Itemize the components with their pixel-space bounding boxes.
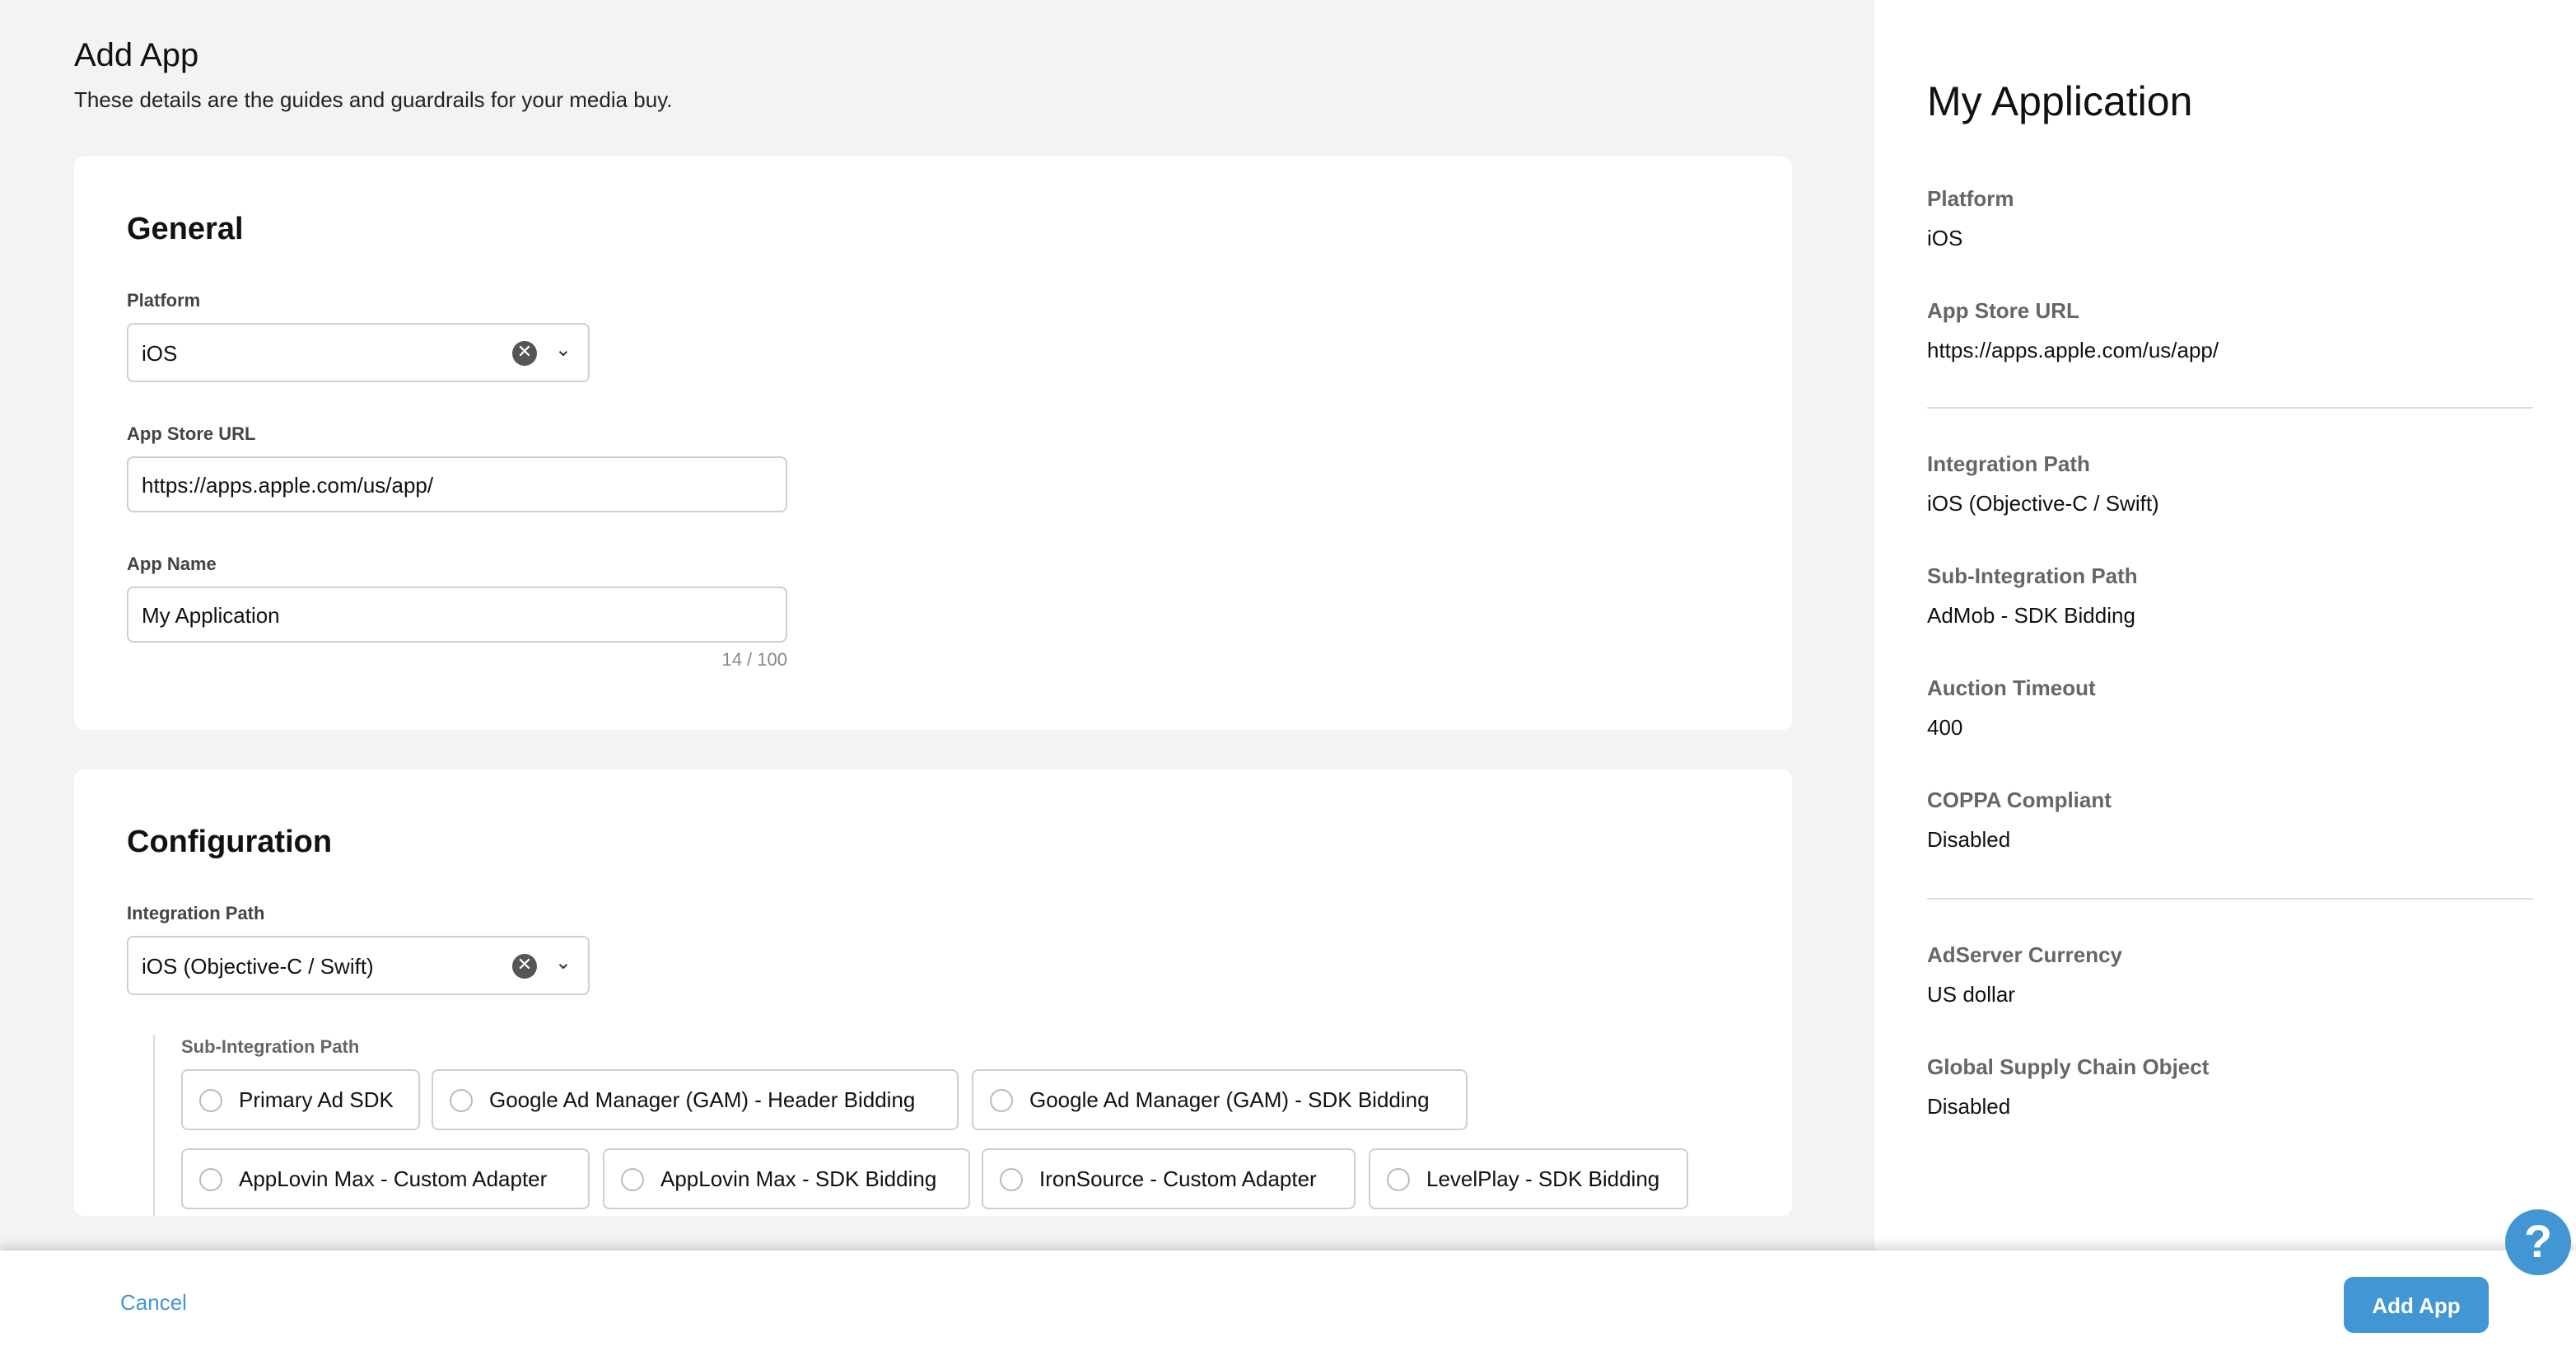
radio-icon [199, 1167, 222, 1190]
radio-icon [1387, 1167, 1410, 1190]
radio-option[interactable]: LevelPlay - SDK Bidding [1369, 1148, 1688, 1209]
integration-path-value: iOS (Objective-C / Swift) [142, 953, 374, 978]
clear-icon[interactable]: ✕ [512, 954, 537, 979]
page-subtitle: These details are the guides and guardra… [74, 87, 673, 112]
summary-value: iOS (Objective-C / Swift) [1927, 491, 2159, 516]
radio-icon [199, 1088, 222, 1111]
chevron-down-icon[interactable]: ⌄ [554, 338, 572, 361]
configuration-title: Configuration [127, 825, 333, 860]
form-pane: Add App These details are the guides and… [0, 0, 1874, 1351]
integration-path-select[interactable]: iOS (Objective-C / Swift) ✕ ⌄ [127, 936, 590, 995]
radio-icon [450, 1088, 473, 1111]
radio-option[interactable]: IronSource - Custom Adapter [982, 1148, 1356, 1209]
general-card: General Platform iOS ✕ ⌄ App Store URL h… [74, 157, 1792, 730]
summary-label: Platform [1927, 186, 2014, 211]
summary-label: App Store URL [1927, 298, 2079, 323]
app-name-value: My Application [142, 602, 280, 627]
radio-option[interactable]: AppLovin Max - Custom Adapter [181, 1148, 590, 1209]
footer-bar: Cancel Add App [0, 1250, 2576, 1351]
sub-integration-label: Sub-Integration Path [181, 1038, 360, 1058]
summary-value: https://apps.apple.com/us/app/ [1927, 338, 2219, 362]
divider [1927, 407, 2533, 409]
app-store-url-input[interactable]: https://apps.apple.com/us/app/ [127, 456, 787, 512]
summary-value: US dollar [1927, 982, 2015, 1007]
platform-label: Platform [127, 292, 201, 311]
radio-icon [990, 1088, 1013, 1111]
radio-icon [1000, 1167, 1023, 1190]
divider [1927, 898, 2533, 900]
radio-label: Primary Ad SDK [239, 1087, 394, 1112]
radio-label: AppLovin Max - SDK Bidding [660, 1166, 937, 1191]
integration-path-label: Integration Path [127, 905, 265, 924]
app-store-url-value: https://apps.apple.com/us/app/ [142, 472, 434, 497]
summary-label: Global Supply Chain Object [1927, 1054, 2210, 1079]
clear-icon[interactable]: ✕ [512, 341, 537, 366]
summary-label: COPPA Compliant [1927, 788, 2112, 812]
radio-label: Google Ad Manager (GAM) - Header Bidding [489, 1087, 916, 1112]
radio-icon [621, 1167, 644, 1190]
summary-label: Sub-Integration Path [1927, 563, 2138, 588]
summary-label: Auction Timeout [1927, 676, 2096, 700]
radio-option[interactable]: AppLovin Max - SDK Bidding [603, 1148, 970, 1209]
summary-value: Disabled [1927, 827, 2011, 852]
indent-line [153, 1035, 155, 1216]
radio-label: IronSource - Custom Adapter [1039, 1166, 1317, 1191]
configuration-card: Configuration Integration Path iOS (Obje… [74, 769, 1792, 1216]
chevron-down-icon[interactable]: ⌄ [554, 951, 572, 974]
radio-option[interactable]: Primary Ad SDK [181, 1069, 420, 1130]
radio-option[interactable]: Google Ad Manager (GAM) - Header Bidding [432, 1069, 959, 1130]
char-counter: 14 / 100 [721, 651, 787, 671]
summary-value: iOS [1927, 226, 1963, 250]
page-title: Add App [74, 38, 199, 74]
summary-label: Integration Path [1927, 451, 2090, 476]
summary-value: Disabled [1927, 1094, 2011, 1119]
add-app-button[interactable]: Add App [2344, 1277, 2489, 1333]
general-title: General [127, 213, 244, 247]
summary-label: AdServer Currency [1927, 942, 2122, 967]
help-icon[interactable]: ? [2505, 1209, 2571, 1275]
platform-select[interactable]: iOS ✕ ⌄ [127, 323, 590, 382]
cancel-button[interactable]: Cancel [120, 1290, 187, 1315]
summary-pane: My Application Platform iOS App Store UR… [1874, 0, 2576, 1351]
summary-value: AdMob - SDK Bidding [1927, 603, 2135, 628]
radio-option[interactable]: Google Ad Manager (GAM) - SDK Bidding [972, 1069, 1468, 1130]
radio-label: AppLovin Max - Custom Adapter [239, 1166, 548, 1191]
app-name-input[interactable]: My Application [127, 587, 787, 643]
app-store-url-label: App Store URL [127, 425, 256, 445]
platform-value: iOS [142, 340, 178, 365]
radio-label: Google Ad Manager (GAM) - SDK Bidding [1029, 1087, 1430, 1112]
app-name-label: App Name [127, 555, 217, 575]
radio-label: LevelPlay - SDK Bidding [1426, 1166, 1660, 1191]
summary-title: My Application [1927, 79, 2193, 125]
summary-value: 400 [1927, 715, 1963, 740]
